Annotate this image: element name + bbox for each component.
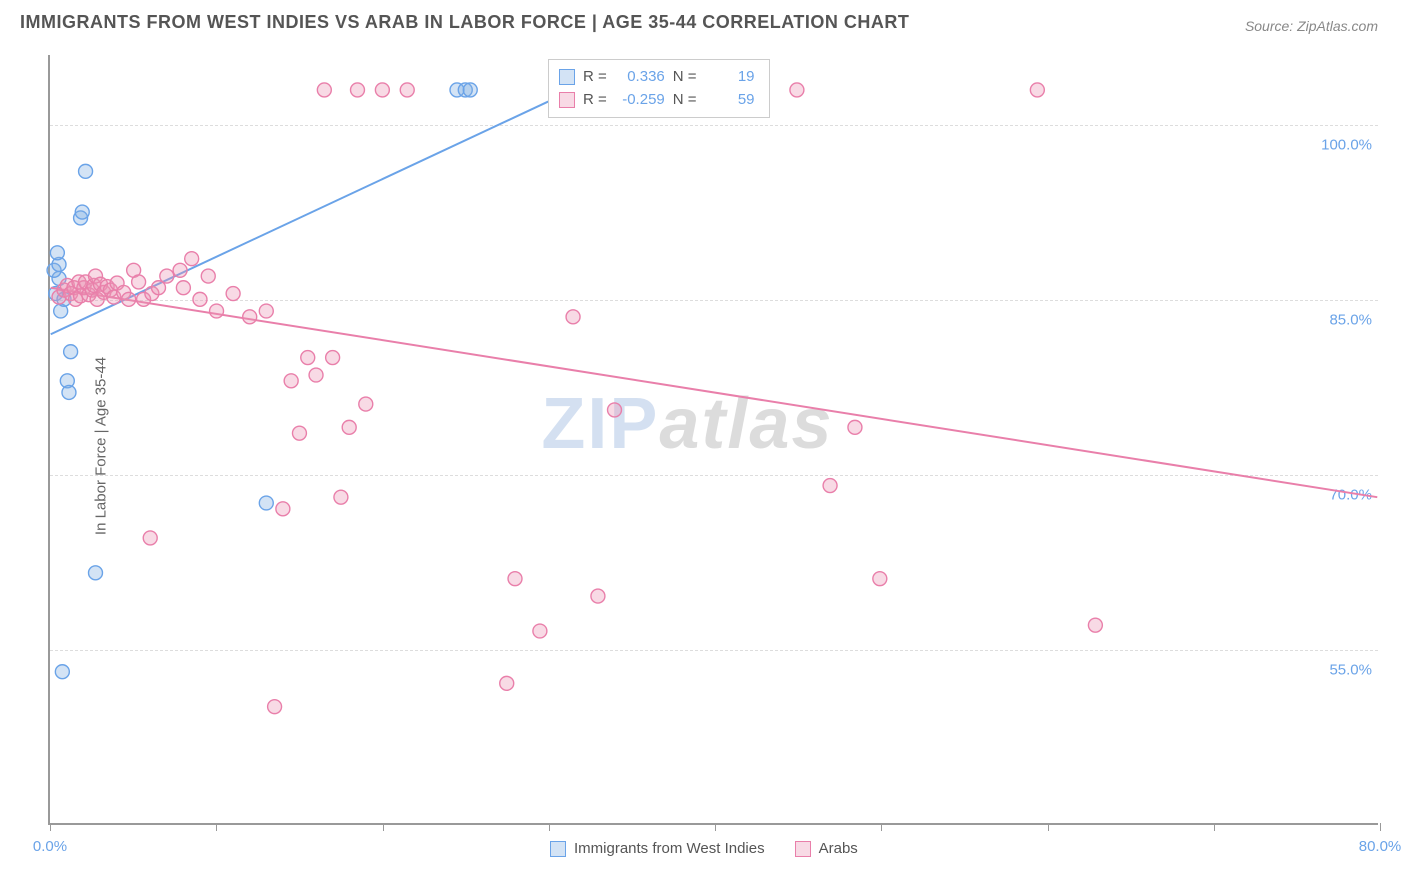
stats-row-series1: R = 0.336 N = 19 [559, 66, 755, 89]
data-point [848, 420, 862, 434]
x-tick [1380, 823, 1381, 831]
source-name: ZipAtlas.com [1297, 18, 1378, 34]
chart-container: IMMIGRANTS FROM WEST INDIES VS ARAB IN L… [0, 0, 1406, 892]
n-label: N = [673, 66, 697, 89]
data-point [276, 502, 290, 516]
data-point [823, 479, 837, 493]
data-point [143, 531, 157, 545]
data-point [375, 83, 389, 97]
data-point [500, 676, 514, 690]
x-tick-label: 0.0% [33, 838, 67, 855]
data-point [64, 345, 78, 359]
data-point [533, 624, 547, 638]
n-value: 19 [705, 66, 755, 89]
data-point [62, 385, 76, 399]
swatch-icon [559, 92, 575, 108]
data-point [122, 292, 136, 306]
x-tick [881, 823, 882, 831]
x-tick [50, 823, 51, 831]
data-point [359, 397, 373, 411]
r-label: R = [583, 66, 607, 89]
data-point [334, 490, 348, 504]
legend-item-series2: Arabs [795, 840, 858, 857]
stats-row-series2: R = -0.259 N = 59 [559, 89, 755, 112]
data-point [284, 374, 298, 388]
x-tick [216, 823, 217, 831]
data-point [75, 205, 89, 219]
data-point [317, 83, 331, 97]
data-point [342, 420, 356, 434]
data-point [268, 700, 282, 714]
data-point [1088, 618, 1102, 632]
data-point [351, 83, 365, 97]
swatch-icon [550, 841, 566, 857]
plot-svg [50, 55, 1378, 823]
data-point [301, 351, 315, 365]
data-point [160, 269, 174, 283]
r-value: -0.259 [615, 89, 665, 112]
data-point [132, 275, 146, 289]
data-point [210, 304, 224, 318]
r-value: 0.336 [615, 66, 665, 89]
data-point [591, 589, 605, 603]
bottom-legend: Immigrants from West Indies Arabs [550, 840, 858, 857]
data-point [193, 292, 207, 306]
data-point [259, 496, 273, 510]
x-tick [1048, 823, 1049, 831]
legend-label: Arabs [819, 840, 858, 857]
data-point [176, 281, 190, 295]
data-point [566, 310, 580, 324]
chart-title: IMMIGRANTS FROM WEST INDIES VS ARAB IN L… [20, 12, 909, 33]
data-point [508, 572, 522, 586]
r-label: R = [583, 89, 607, 112]
n-value: 59 [705, 89, 755, 112]
data-point [1030, 83, 1044, 97]
data-point [89, 566, 103, 580]
data-point [326, 351, 340, 365]
data-point [79, 164, 93, 178]
data-point [226, 287, 240, 301]
x-tick [1214, 823, 1215, 831]
swatch-icon [795, 841, 811, 857]
n-label: N = [673, 89, 697, 112]
data-point [243, 310, 257, 324]
source-citation: Source: ZipAtlas.com [1245, 18, 1378, 34]
x-tick [549, 823, 550, 831]
data-point [173, 263, 187, 277]
data-point [873, 572, 887, 586]
legend-item-series1: Immigrants from West Indies [550, 840, 765, 857]
data-point [790, 83, 804, 97]
x-tick [383, 823, 384, 831]
x-tick-label: 80.0% [1359, 838, 1402, 855]
data-point [201, 269, 215, 283]
data-point [608, 403, 622, 417]
plot-area: ZIPatlas R = 0.336 N = 19 R = -0.259 N =… [48, 55, 1378, 825]
x-tick [715, 823, 716, 831]
data-point [185, 252, 199, 266]
data-point [259, 304, 273, 318]
legend-label: Immigrants from West Indies [574, 840, 765, 857]
data-point [309, 368, 323, 382]
data-point [50, 246, 64, 260]
swatch-icon [559, 69, 575, 85]
data-point [292, 426, 306, 440]
data-point [400, 83, 414, 97]
source-prefix: Source: [1245, 18, 1297, 34]
data-point [463, 83, 477, 97]
correlation-stats-box: R = 0.336 N = 19 R = -0.259 N = 59 [548, 59, 770, 118]
data-point [55, 665, 69, 679]
